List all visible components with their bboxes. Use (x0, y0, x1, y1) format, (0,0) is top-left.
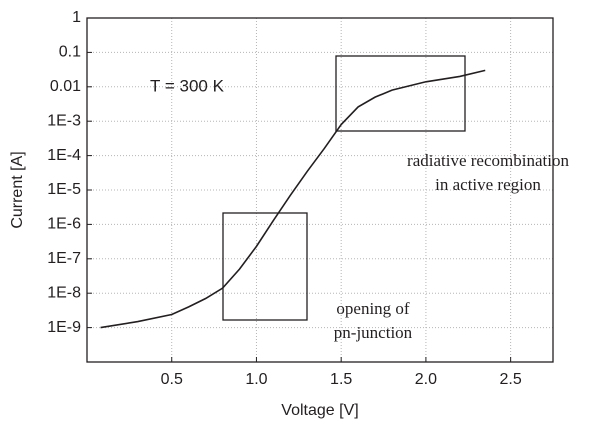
data-line (100, 69, 486, 329)
y-tick-label: 0.01 (50, 78, 81, 95)
plot-frame (86, 17, 554, 363)
y-tick-label: 1E-3 (47, 112, 81, 129)
y-tick-label: 1E-5 (47, 181, 81, 198)
x-tick-label: 2.0 (415, 371, 437, 388)
y-axis-label: Current [A] (9, 151, 26, 228)
annotation: T = 300 K (150, 76, 225, 95)
x-axis-label: Voltage [V] (281, 402, 358, 419)
y-tick-label: 1E-6 (47, 216, 81, 233)
x-tick-label: 0.5 (161, 371, 183, 388)
y-tick-label: 1E-4 (47, 147, 81, 164)
x-tick-label: 2.5 (500, 371, 522, 388)
y-tick-label: 1 (72, 9, 81, 26)
annotation-box (222, 212, 308, 321)
y-tick-label: 1E-8 (47, 284, 81, 301)
annotation: opening of (336, 299, 410, 318)
y-tick-label: 1E-9 (47, 319, 81, 336)
annotation-box (335, 55, 466, 132)
x-tick-label: 1.0 (245, 371, 267, 388)
x-tick-label: 1.5 (330, 371, 352, 388)
y-tick-label: 0.1 (59, 44, 81, 61)
annotation: in active region (435, 175, 541, 194)
annotation: radiative recombination (407, 151, 569, 170)
y-tick-label: 1E-7 (47, 250, 81, 267)
annotation: pn-junction (334, 323, 413, 342)
